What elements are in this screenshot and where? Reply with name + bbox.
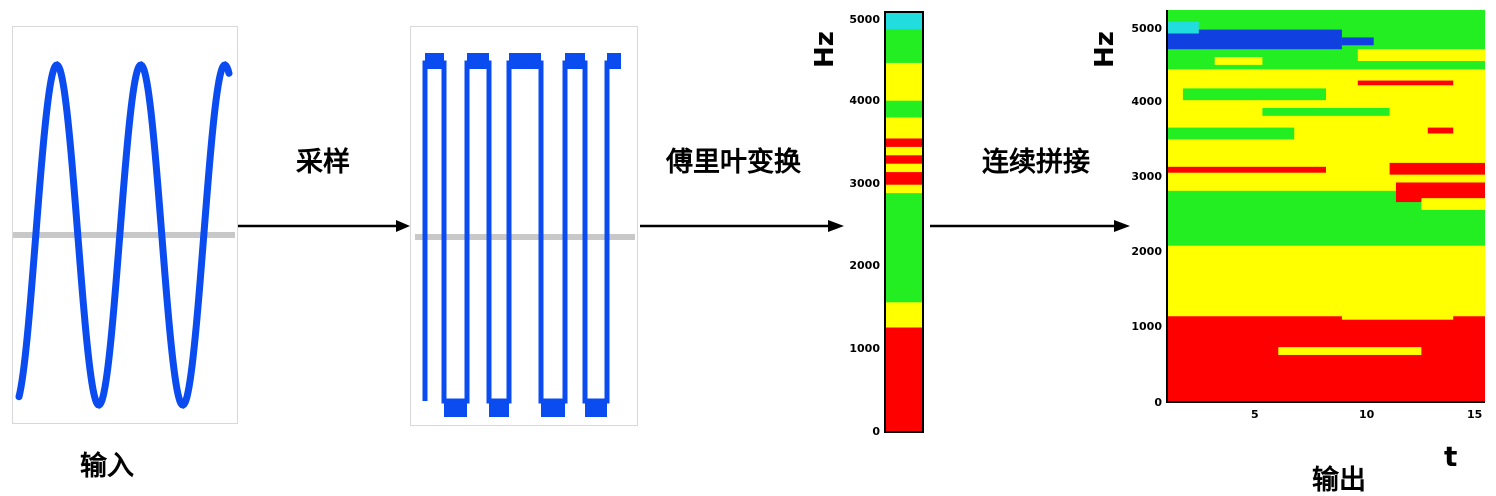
spectrogram-xtick-10: 10 [1359, 408, 1375, 421]
spectrogram-ytick-2000: 2000 [1131, 245, 1162, 258]
spectrum-band [885, 154, 923, 164]
input-wave-panel [12, 26, 238, 424]
square-wave-plateau [444, 401, 467, 417]
spectrum-band [885, 62, 923, 84]
square-wave-plateau [607, 53, 621, 69]
spectrogram-streak [1427, 127, 1454, 134]
spectrogram-plot [1166, 10, 1485, 403]
spectrogram-streak [1167, 29, 1342, 50]
spectrogram-streak [1341, 311, 1454, 320]
spectrogram-streak [1341, 37, 1374, 46]
spectrum-band [885, 301, 923, 328]
spectrogram-band [1167, 182, 1485, 191]
sine-wave-plot [13, 61, 235, 409]
square-wave-plateau [425, 53, 444, 69]
concat-label: 连续拼接 [982, 147, 1090, 178]
input-label: 输入 [80, 451, 134, 482]
spectrogram-x-axis: 5 10 15 [1167, 406, 1485, 426]
arrow-fourier [640, 220, 844, 232]
spectrogram-streak [1357, 49, 1485, 61]
spectrogram-streak [1182, 88, 1326, 101]
arrow-sampling [238, 220, 410, 232]
square-wave-plateau [509, 53, 541, 69]
spectrogram-streak [1310, 323, 1485, 344]
spectrogram-streak [1357, 80, 1454, 86]
fourier-label: 傅里叶变换 [666, 147, 801, 178]
square-wave-line [422, 60, 621, 404]
spectrogram-streak [1167, 127, 1295, 140]
spectrum-tick-4000: 4000 [849, 94, 880, 107]
spectrum-column [884, 11, 924, 433]
spectrogram-ytick-5000: 5000 [1131, 22, 1162, 35]
square-wave-plateau [565, 53, 585, 69]
spectrum-axis: 0 1000 2000 3000 4000 5000 [844, 10, 884, 438]
spectrum-band [885, 327, 923, 433]
spectrum-tick-2000: 2000 [849, 259, 880, 272]
sampling-label: 采样 [296, 147, 350, 178]
spectrogram-streak [1167, 21, 1199, 34]
spectrogram-ytick-4000: 4000 [1131, 95, 1162, 108]
spectrum-band [885, 163, 923, 173]
spectrum-band [885, 138, 923, 147]
spectrogram-ytick-1000: 1000 [1131, 320, 1162, 333]
spectrogram-xtick-15: 15 [1467, 408, 1483, 421]
spectrogram-streak [1421, 198, 1485, 210]
spectrogram-streak [1198, 213, 1390, 234]
spectrogram-y-unit: Hz [1090, 31, 1120, 68]
spectrum-tick-1000: 1000 [849, 342, 880, 355]
square-wave [422, 53, 621, 417]
spectrum-band [885, 184, 923, 194]
spectrogram-streak [1167, 166, 1326, 173]
spectrum-frame [884, 11, 924, 433]
spectrogram-streak [1395, 182, 1485, 203]
spectrogram-xtick-5: 5 [1251, 408, 1259, 421]
spectrum-band [885, 83, 923, 101]
spectrum-tick-5000: 5000 [849, 13, 880, 26]
square-wave-plateau [541, 401, 565, 417]
spectrum-band [885, 100, 923, 118]
spectrogram-y-axis: 0 1000 2000 3000 4000 5000 [1130, 10, 1166, 410]
spectrum-tick-0: 0 [872, 425, 880, 438]
spectrogram-ytick-0: 0 [1154, 396, 1162, 409]
spectrum-tick-3000: 3000 [849, 177, 880, 190]
spectrogram-streak [1262, 108, 1390, 116]
arrow-concat [930, 220, 1130, 232]
square-wave-plateau [467, 53, 489, 69]
spectrum-unit-label: Hz [810, 31, 840, 68]
spectrum-band [885, 54, 923, 63]
spectrum-band [885, 192, 923, 303]
square-wave-plateau [489, 401, 509, 417]
spectrogram-ytick-3000: 3000 [1131, 170, 1162, 183]
spectrum-band [885, 146, 923, 156]
spectrogram-x-unit: t [1444, 440, 1458, 473]
spectrogram-axes [1166, 10, 1485, 403]
spectrum-band [885, 117, 923, 139]
spectrogram-streak [1278, 347, 1422, 355]
spectrum-band [885, 12, 923, 30]
square-wave-plot [415, 53, 635, 417]
spectrum-band [885, 28, 923, 55]
spectrogram-band [1167, 245, 1485, 317]
sampled-wave-panel [410, 26, 638, 426]
spectrum-band [885, 171, 923, 185]
output-label: 输出 [1312, 465, 1366, 496]
spectrogram-streak [1214, 57, 1263, 65]
square-wave-plateau [585, 401, 607, 417]
spectrogram-streak [1389, 162, 1485, 175]
sine-wave [15, 61, 233, 409]
